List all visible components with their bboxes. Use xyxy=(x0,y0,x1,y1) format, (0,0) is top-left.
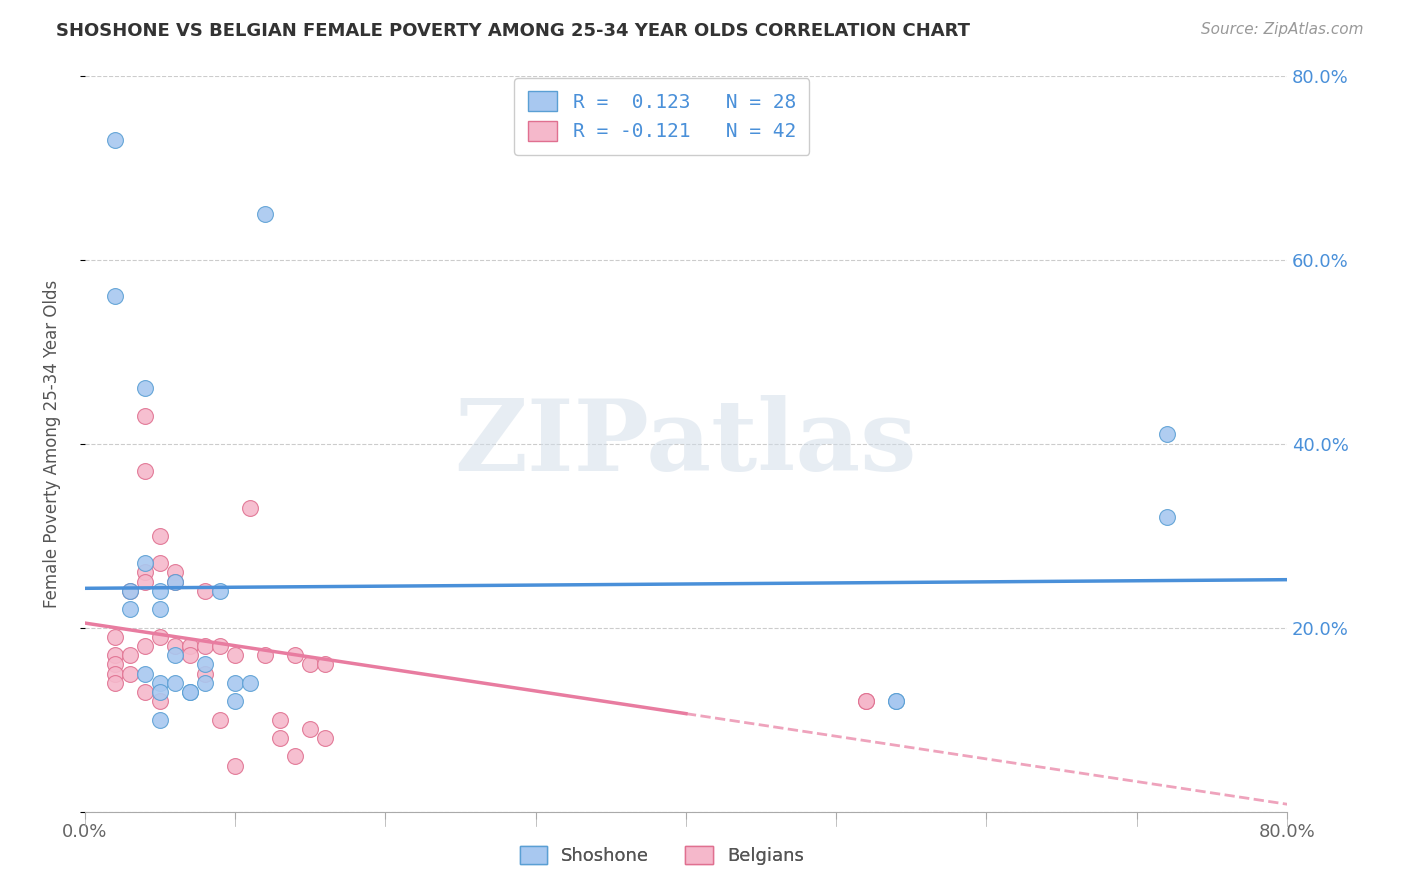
Point xyxy=(284,648,307,662)
Point xyxy=(118,583,141,598)
Point xyxy=(855,694,877,708)
Point xyxy=(224,694,246,708)
Point xyxy=(149,630,172,644)
Point xyxy=(163,675,186,690)
Point xyxy=(163,566,186,580)
Point xyxy=(134,556,156,570)
Point xyxy=(149,528,172,542)
Y-axis label: Female Poverty Among 25-34 Year Olds: Female Poverty Among 25-34 Year Olds xyxy=(44,279,60,607)
Point xyxy=(269,731,291,745)
Point xyxy=(254,206,277,220)
Point xyxy=(208,583,231,598)
Point xyxy=(208,713,231,727)
Legend: Shoshone, Belgians: Shoshone, Belgians xyxy=(509,835,814,876)
Point xyxy=(104,675,127,690)
Point xyxy=(194,666,217,681)
Point xyxy=(149,694,172,708)
Point xyxy=(163,639,186,653)
Point xyxy=(1156,510,1178,524)
Point xyxy=(149,713,172,727)
Point xyxy=(149,583,172,598)
Point xyxy=(224,648,246,662)
Point xyxy=(104,666,127,681)
Point xyxy=(208,639,231,653)
Point xyxy=(118,666,141,681)
Point xyxy=(104,133,127,147)
Text: ZIPatlas: ZIPatlas xyxy=(454,395,917,492)
Point xyxy=(224,675,246,690)
Point xyxy=(149,556,172,570)
Point xyxy=(179,685,201,699)
Point xyxy=(134,381,156,395)
Point xyxy=(118,648,141,662)
Point xyxy=(134,639,156,653)
Point xyxy=(194,639,217,653)
Point xyxy=(104,289,127,303)
Point xyxy=(884,694,907,708)
Point xyxy=(104,648,127,662)
Point xyxy=(1156,427,1178,442)
Point xyxy=(239,675,262,690)
Point xyxy=(179,685,201,699)
Point xyxy=(884,694,907,708)
Point xyxy=(855,694,877,708)
Point xyxy=(179,639,201,653)
Text: SHOSHONE VS BELGIAN FEMALE POVERTY AMONG 25-34 YEAR OLDS CORRELATION CHART: SHOSHONE VS BELGIAN FEMALE POVERTY AMONG… xyxy=(56,22,970,40)
Point xyxy=(134,464,156,478)
Point xyxy=(134,685,156,699)
Point xyxy=(149,685,172,699)
Point xyxy=(299,657,322,672)
Point xyxy=(224,758,246,772)
Point xyxy=(134,666,156,681)
Point xyxy=(239,500,262,515)
Point xyxy=(163,574,186,589)
Point xyxy=(284,749,307,764)
Point xyxy=(314,731,336,745)
Point xyxy=(163,648,186,662)
Point xyxy=(179,648,201,662)
Point xyxy=(134,574,156,589)
Point xyxy=(314,657,336,672)
Point xyxy=(118,583,141,598)
Point xyxy=(254,648,277,662)
Point xyxy=(104,657,127,672)
Point xyxy=(163,574,186,589)
Text: Source: ZipAtlas.com: Source: ZipAtlas.com xyxy=(1201,22,1364,37)
Point xyxy=(269,713,291,727)
Point xyxy=(194,675,217,690)
Point xyxy=(149,602,172,616)
Point xyxy=(118,602,141,616)
Point xyxy=(194,583,217,598)
Point xyxy=(299,722,322,736)
Point xyxy=(134,566,156,580)
Point xyxy=(134,409,156,423)
Point xyxy=(149,675,172,690)
Point xyxy=(104,630,127,644)
Point xyxy=(194,657,217,672)
